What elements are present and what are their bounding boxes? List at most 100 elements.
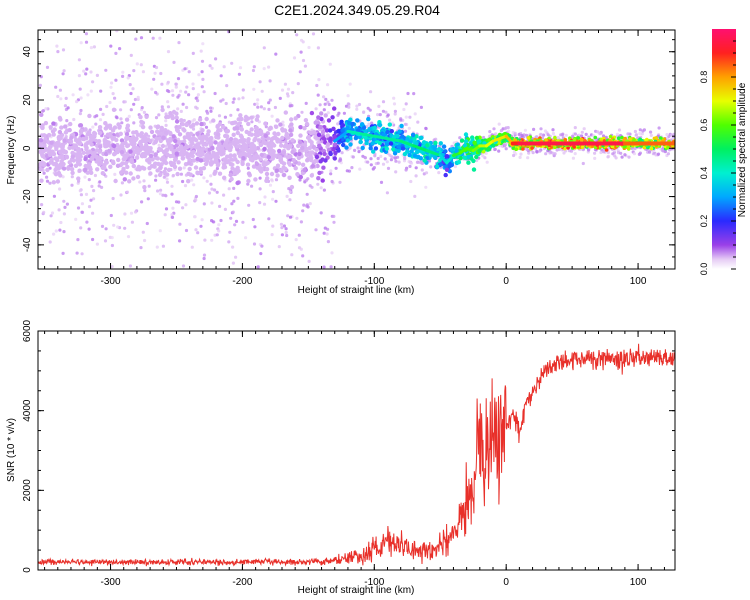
spectrogram-point bbox=[196, 93, 200, 97]
spectrogram-point bbox=[119, 108, 123, 112]
spectrogram-frame bbox=[37, 29, 676, 270]
spectrogram-point bbox=[272, 131, 277, 136]
colorbar-tick-label: 0.4 bbox=[699, 167, 709, 180]
spectrogram-point bbox=[261, 278, 264, 281]
spectrogram-point bbox=[258, 157, 263, 162]
spectrogram-point bbox=[246, 166, 250, 170]
spectrogram-point bbox=[236, 108, 240, 112]
spectrogram-point bbox=[121, 70, 125, 74]
spectrogram-point bbox=[393, 112, 397, 116]
spectrogram-point bbox=[258, 176, 262, 180]
spectrogram-point bbox=[57, 129, 63, 135]
spectrogram-point bbox=[396, 144, 401, 149]
spectrogram-point bbox=[184, 122, 189, 128]
spectrogram-point bbox=[303, 118, 309, 123]
spectrogram-point bbox=[332, 142, 337, 148]
spectrogram-point bbox=[94, 122, 98, 126]
spectrogram-point bbox=[76, 238, 80, 242]
spectrogram-point bbox=[79, 96, 83, 100]
spectrogram-point bbox=[251, 68, 256, 73]
spectrogram-point bbox=[511, 153, 516, 158]
spectrogram-point bbox=[253, 225, 257, 229]
spectrogram-point bbox=[370, 121, 374, 125]
spectrogram-point bbox=[217, 223, 221, 227]
spectrogram-point bbox=[59, 125, 64, 130]
spectrogram-point bbox=[416, 120, 420, 124]
spectrogram-point bbox=[91, 125, 95, 129]
spectrogram-point bbox=[275, 118, 280, 123]
spectrogram-point bbox=[158, 276, 161, 279]
spectrogram-point bbox=[367, 126, 372, 132]
spectrogram-point bbox=[372, 125, 377, 131]
spectrogram-point bbox=[124, 117, 130, 122]
spectrogram-point bbox=[466, 154, 471, 160]
spectrogram-point bbox=[99, 107, 103, 111]
spectrogram-point bbox=[563, 138, 568, 142]
spectrogram-point bbox=[269, 171, 275, 177]
spectrogram-point bbox=[184, 203, 188, 207]
spectrogram-point bbox=[381, 109, 385, 113]
spectrogram-point bbox=[202, 176, 206, 180]
spectrogram-point bbox=[153, 152, 158, 157]
spectrogram-point bbox=[48, 240, 52, 244]
spectrogram-point bbox=[162, 175, 166, 179]
spectrogram-point bbox=[438, 141, 443, 146]
spectrogram-point bbox=[217, 171, 223, 176]
spectrogram-point bbox=[385, 191, 389, 195]
spectrogram-point bbox=[38, 138, 44, 143]
spectrogram-point bbox=[224, 101, 228, 106]
spectrogram-point bbox=[325, 133, 330, 138]
spectrogram-point bbox=[128, 83, 132, 87]
spectrogram-point bbox=[340, 151, 344, 155]
spectrogram-point bbox=[50, 25, 53, 28]
spectrogram-point bbox=[526, 136, 531, 140]
spectrogram-point bbox=[267, 11, 270, 14]
spectrogram-point bbox=[116, 122, 121, 127]
spectrogram-point bbox=[64, 96, 68, 100]
spectrogram-point bbox=[156, 124, 161, 129]
spectrogram-point bbox=[369, 90, 373, 94]
spectrogram-point bbox=[201, 77, 205, 81]
spectrogram-point bbox=[98, 180, 102, 184]
spectrogram-point bbox=[290, 149, 295, 155]
spectrogram-point bbox=[70, 183, 74, 187]
spectrogram-point bbox=[279, 143, 284, 148]
spectrogram-point bbox=[42, 143, 47, 148]
spectrogram-point bbox=[648, 150, 652, 154]
spectrogram-point bbox=[301, 58, 306, 63]
spectrogram-ridge bbox=[333, 129, 675, 165]
spectrogram-point bbox=[320, 130, 326, 135]
spectrogram-point bbox=[87, 113, 92, 119]
spectrogram-point bbox=[576, 136, 581, 140]
spectrogram-point bbox=[168, 111, 173, 116]
spectrogram-point bbox=[313, 120, 318, 125]
spectrogram-point bbox=[462, 155, 467, 160]
spectrogram-point bbox=[307, 277, 310, 280]
spectrogram-point bbox=[329, 169, 333, 173]
spectrogram-point bbox=[91, 237, 95, 242]
spectrogram-point bbox=[177, 132, 183, 137]
spectrogram-point bbox=[453, 165, 457, 169]
spectrogram-point bbox=[304, 121, 310, 127]
spectrogram-point bbox=[79, 41, 83, 45]
spectrogram-point bbox=[215, 155, 220, 160]
spectrogram-point bbox=[544, 138, 548, 142]
spectrogram-ridge-segment bbox=[438, 154, 449, 165]
spectrogram-point bbox=[386, 166, 391, 170]
spectrogram-point bbox=[173, 138, 178, 144]
spectrogram-point bbox=[140, 165, 145, 170]
colorbar: 0.0 0.2 0.4 0.6 0.8 Normalized spectral ampl… bbox=[699, 29, 748, 275]
spectrogram-point bbox=[580, 130, 584, 134]
spectrogram-point bbox=[284, 227, 288, 231]
spectrogram-point bbox=[114, 51, 118, 56]
spectrogram-point bbox=[210, 66, 214, 70]
spectrogram-point bbox=[69, 167, 75, 172]
spectrogram-point bbox=[231, 100, 235, 104]
spectrogram-point bbox=[206, 111, 210, 115]
spectrogram-point bbox=[279, 159, 284, 165]
spectrogram-point bbox=[85, 67, 89, 71]
spectrogram-point bbox=[140, 120, 146, 126]
spectrogram-point bbox=[163, 160, 169, 166]
spectrogram-point bbox=[325, 142, 331, 147]
spectrogram-point bbox=[277, 245, 281, 249]
